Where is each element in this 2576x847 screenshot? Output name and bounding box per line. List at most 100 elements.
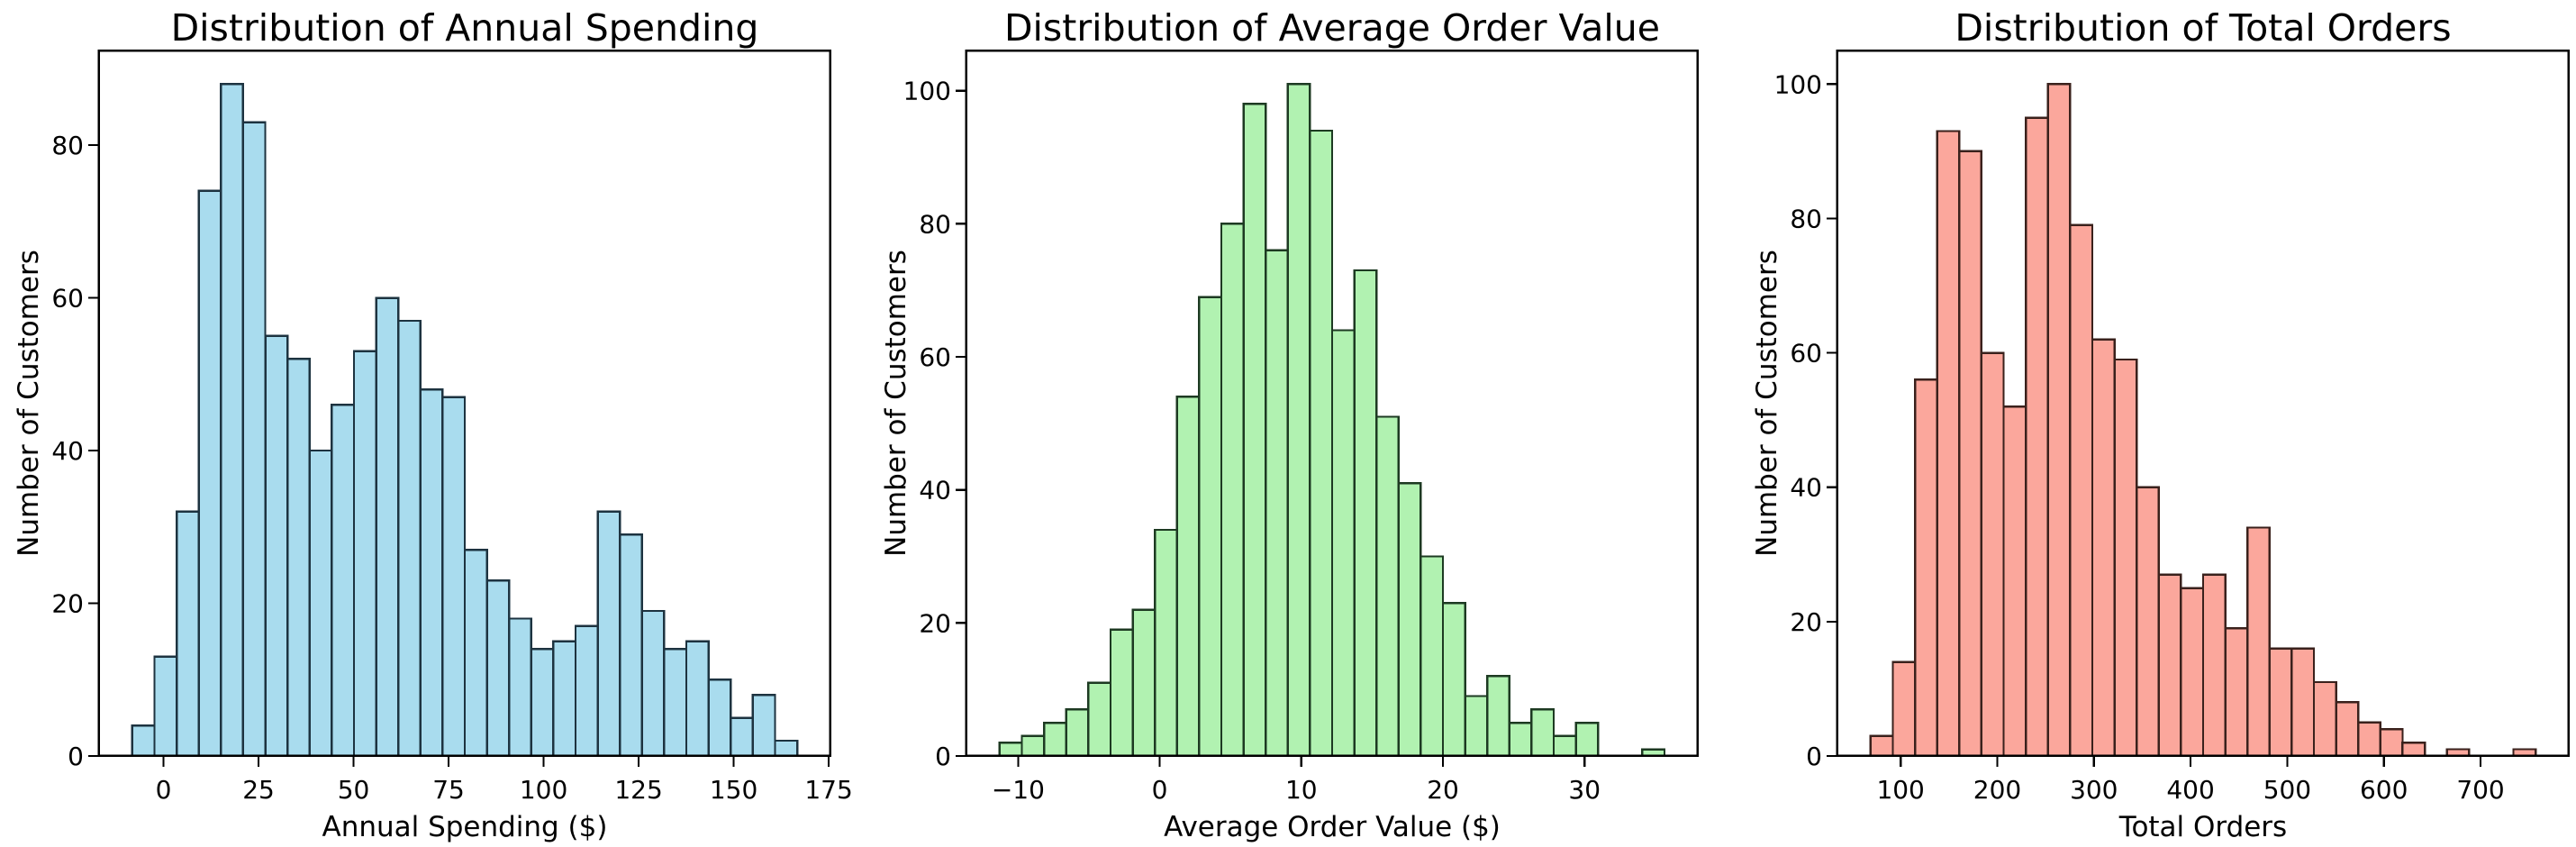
histogram-bar	[1020, 734, 1046, 758]
x-tick-label: 150	[710, 775, 757, 805]
x-axis-label: Average Order Value ($)	[1164, 811, 1501, 843]
histogram-bar	[2046, 83, 2072, 758]
histogram-bar	[730, 716, 755, 758]
y-tick-label: 40	[920, 476, 952, 505]
histogram-bar	[1265, 249, 1290, 758]
x-axis-label: Annual Spending ($)	[322, 811, 608, 843]
x-tick-label: 700	[2456, 775, 2504, 805]
histogram-bar	[2179, 587, 2204, 758]
histogram-bar	[1397, 482, 1422, 758]
chart-title: Distribution of Average Order Value	[1004, 6, 1660, 50]
histogram-bar	[1530, 708, 1556, 758]
histogram-bar	[685, 640, 710, 758]
y-tick-label: 20	[51, 589, 84, 619]
histogram-bar	[640, 609, 666, 758]
chart-title: Distribution of Annual Spending	[171, 6, 759, 50]
x-tick-label: 125	[614, 775, 662, 805]
x-axis-label: Total Orders	[2118, 811, 2286, 843]
y-tick-label: 40	[51, 436, 84, 466]
histogram-bar	[1957, 150, 1982, 758]
histogram-bar	[2335, 701, 2360, 758]
x-tick-label: 200	[1973, 775, 2020, 805]
x-tick-label: 25	[242, 775, 275, 805]
histogram-bar	[352, 350, 377, 758]
histogram-bar	[2356, 721, 2381, 758]
histogram-bar	[1913, 378, 1938, 758]
y-tick-label: 40	[1790, 473, 1822, 503]
histogram-bar	[1043, 721, 1068, 758]
histogram-bar	[2245, 526, 2271, 758]
histogram-bar	[1065, 708, 1090, 758]
histogram-bar	[2068, 223, 2093, 758]
histogram-bar	[2024, 116, 2049, 758]
x-tick-label: 600	[2360, 775, 2408, 805]
histogram-bar	[1574, 721, 1600, 758]
histogram-svg: 0 25 50 75 100 125 150 175 0 20 40 60 80 Distribution…	[13, 6, 853, 843]
y-tick-label: 20	[920, 608, 952, 638]
histogram-bar	[508, 617, 533, 758]
bars-group	[131, 83, 799, 758]
histogram-bar	[197, 189, 222, 758]
y-tick-label: 60	[51, 284, 84, 314]
y-tick-label: 60	[920, 342, 952, 372]
histogram-bar	[175, 510, 200, 758]
histogram-bar	[1420, 555, 1445, 758]
histogram-bar	[2400, 741, 2426, 758]
histogram-bar	[1087, 681, 1112, 758]
histogram-bar	[375, 296, 400, 758]
histogram-bar	[1242, 103, 1267, 758]
x-tick-label: 0	[156, 775, 172, 805]
histogram-bar	[1508, 721, 1533, 758]
histogram-bar	[2157, 573, 2182, 758]
x-tick-label: 300	[2070, 775, 2118, 805]
y-axis-label: Number of Customers	[880, 250, 912, 557]
y-tick-label: 0	[68, 742, 84, 771]
histogram-bar	[1464, 695, 1489, 758]
y-tick-label: 100	[903, 77, 951, 106]
histogram-bar	[1131, 608, 1156, 758]
histogram-bar	[419, 388, 444, 758]
y-tick-label: 0	[936, 742, 952, 771]
histogram-bar	[1175, 396, 1201, 758]
histogram-bar	[264, 334, 289, 758]
histogram-bar	[1331, 329, 1356, 758]
histogram-bar	[1980, 351, 2005, 758]
x-tick-label: 175	[804, 775, 852, 805]
histogram-bar	[2224, 627, 2249, 758]
histogram-bar	[1375, 415, 1401, 758]
histogram-bar	[574, 624, 599, 758]
histogram-panel-total-orders: 100 200 300 400 500 600 700 0 20 40 60 80 100 Distrib…	[1718, 0, 2576, 847]
histogram-bar	[2312, 680, 2337, 758]
histogram-bar	[1442, 601, 1467, 758]
histogram-bar	[220, 83, 245, 758]
histogram-bar	[1486, 675, 1511, 758]
histogram-panel-annual-spending: 0 25 50 75 100 125 150 175 0 20 40 60 80 Distribution…	[0, 0, 858, 847]
histogram-bar	[2135, 486, 2160, 758]
histogram-bar	[530, 648, 555, 758]
histogram-bar	[2201, 573, 2227, 758]
histogram-bar	[1869, 734, 1894, 758]
axes-frame	[966, 49, 1700, 758]
histogram-bar	[2268, 647, 2293, 758]
y-tick-label: 100	[1773, 69, 1821, 99]
histogram-panel-average-order-value: −10 0 10 20 30 0 20 40 60 80 100 Distribution of Av…	[858, 0, 1717, 847]
y-axis-label: Number of Customers	[1751, 250, 1783, 557]
histogram-bar	[286, 358, 311, 758]
histogram-bar	[707, 679, 732, 758]
chart-title: Distribution of Total Orders	[1955, 6, 2451, 50]
histogram-bar	[1936, 130, 1961, 758]
histogram-svg: −10 0 10 20 30 0 20 40 60 80 100 Distribution of Av…	[880, 6, 1700, 843]
histogram-bar	[619, 533, 644, 758]
histogram-bar	[153, 655, 178, 758]
histogram-bar	[2091, 338, 2116, 758]
histogram-bar	[396, 319, 422, 758]
histogram-bar	[1220, 223, 1246, 758]
x-tick-label: 100	[520, 775, 567, 805]
x-tick-label: 500	[2263, 775, 2310, 805]
x-tick-label: 10	[1285, 775, 1318, 805]
histogram-bar	[1198, 296, 1223, 758]
axes-frame	[1836, 49, 2570, 758]
histogram-bar	[751, 694, 776, 758]
histogram-bar	[2113, 358, 2138, 758]
histogram-bar	[774, 739, 799, 758]
